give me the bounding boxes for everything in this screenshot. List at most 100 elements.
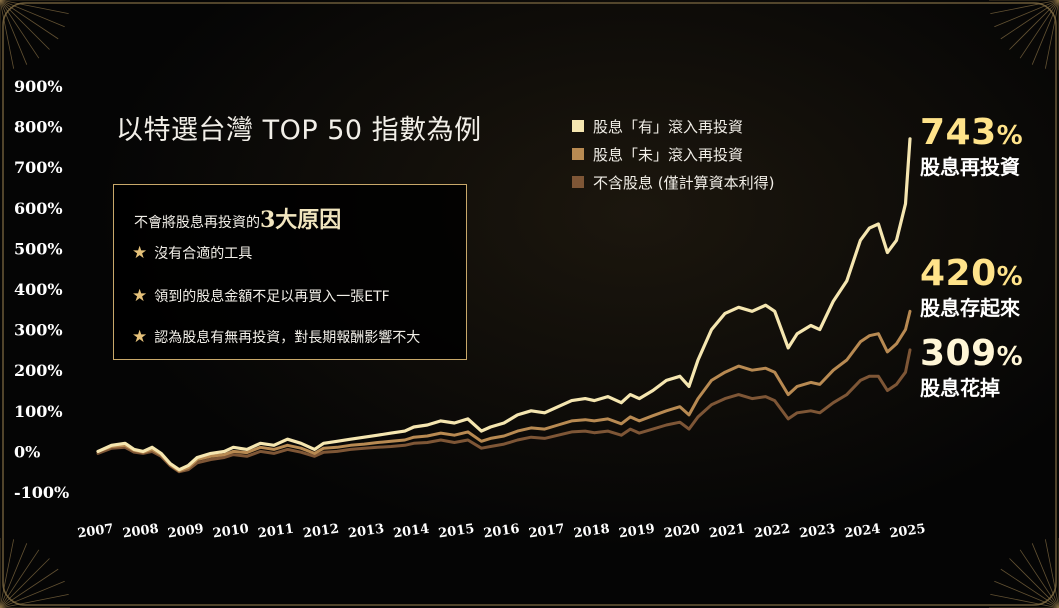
frame-ray [1019, 0, 1059, 59]
x-tick-label: 2013 [347, 522, 385, 542]
series-line-price-only [96, 348, 912, 474]
frame-ray [0, 0, 69, 15]
x-tick-label: 2020 [663, 522, 701, 542]
x-tick-label: 2011 [257, 522, 295, 542]
x-tick-label: 2024 [843, 522, 881, 542]
frame-ray [1000, 568, 1059, 608]
reason-text: 沒有合適的工具 [154, 246, 253, 262]
star-icon: ★ [132, 243, 148, 263]
reason-item: ★ 領到的股息金額不足以再買入一張ETF [132, 286, 390, 306]
frame-ray [0, 539, 15, 608]
callout-label: 股息再投資 [920, 155, 1020, 179]
callout-value: 420% [920, 255, 1023, 296]
x-tick-label: 2012 [302, 522, 340, 542]
callout-unit: % [996, 342, 1024, 372]
frame-ray [0, 568, 59, 608]
legend: 股息「有」滾入再投資 股息「未」滾入再投資 不含股息 (僅計算資本利得) [572, 112, 774, 196]
frame-ray [1031, 0, 1059, 65]
callout-value: 743% [920, 114, 1023, 155]
frame-corner [0, 0, 70, 70]
y-tick-label: -100% [14, 483, 69, 502]
y-tick-label: 900% [14, 77, 63, 96]
y-tick-label: 600% [14, 199, 63, 218]
x-tick-label: 2015 [437, 522, 475, 542]
callout-number: 743 [920, 112, 997, 153]
legend-item-not-reinvested: 股息「未」滾入再投資 [572, 140, 774, 168]
callout-saved: 420% 股息存起來 [920, 255, 1023, 321]
x-tick-label: 2014 [392, 522, 430, 542]
legend-item-price-only: 不含股息 (僅計算資本利得) [572, 168, 774, 196]
reasons-box: 不會將股息再投資的3大原因 ★ 沒有合適的工具 ★ 領到的股息金額不足以再買入一… [113, 184, 467, 360]
frame-ray [0, 0, 15, 69]
reason-item: ★ 認為股息有無再投資，對長期報酬影響不大 [132, 327, 420, 347]
star-icon: ★ [132, 327, 148, 347]
y-tick-label: 700% [14, 158, 63, 177]
x-tick-label: 2022 [753, 522, 791, 542]
frame-ray [1009, 558, 1059, 608]
callout-value: 309% [920, 335, 1023, 376]
frame-ray [0, 593, 69, 608]
frame-ray [0, 580, 65, 608]
legend-label-not-reinvested: 股息「未」滾入再投資 [593, 145, 744, 164]
frame-ray [1031, 543, 1059, 608]
legend-swatch-not-reinvested [572, 148, 584, 160]
frame-ray [0, 543, 28, 608]
frame-ray [0, 549, 40, 608]
reasons-title: 不會將股息再投資的3大原因 [134, 202, 341, 234]
legend-swatch-price-only [572, 176, 584, 188]
x-tick-label: 2018 [573, 522, 611, 542]
reason-item: ★ 沒有合適的工具 [132, 243, 252, 263]
y-tick-label: 300% [14, 321, 63, 340]
x-tick-label: 2016 [483, 522, 521, 542]
x-tick-label: 2017 [528, 522, 566, 542]
frame-ray [1019, 549, 1059, 608]
frame-ray [0, 0, 59, 40]
callout-number: 309 [920, 333, 997, 374]
callout-unit: % [996, 121, 1024, 151]
x-tick-label: 2021 [708, 522, 746, 542]
x-tick-label: 2008 [122, 522, 160, 542]
legend-item-reinvested: 股息「有」滾入再投資 [572, 112, 774, 140]
y-tick-label: 500% [14, 239, 63, 258]
frame-ray [1009, 0, 1059, 50]
frame-ray [994, 580, 1059, 608]
x-tick-label: 2023 [798, 522, 836, 542]
frame-ray [1044, 0, 1059, 69]
legend-swatch-reinvested [572, 120, 584, 132]
series-line-not-reinvested [96, 309, 912, 473]
star-icon: ★ [132, 286, 148, 306]
reasons-title-prefix: 不會將股息再投資的 [134, 215, 260, 231]
reasons-title-big: 3大原因 [260, 207, 342, 233]
x-tick-label: 2010 [212, 522, 250, 542]
y-tick-label: 400% [14, 280, 63, 299]
reason-text: 認為股息有無再投資，對長期報酬影響不大 [154, 330, 421, 346]
frame-corner [0, 538, 70, 608]
legend-label-price-only: 不含股息 (僅計算資本利得) [593, 173, 775, 192]
callout-label: 股息存起來 [920, 296, 1020, 320]
frame-ray [994, 0, 1059, 28]
frame-ray [1000, 0, 1059, 40]
y-tick-label: 200% [14, 361, 63, 380]
frame-ray [990, 0, 1059, 15]
frame-corner [989, 538, 1059, 608]
x-tick-label: 2009 [167, 522, 205, 542]
y-tick-label: 0% [14, 442, 40, 461]
callout-reinvested: 743% 股息再投資 [920, 114, 1023, 180]
y-tick-label: 100% [14, 402, 63, 421]
callout-label: 股息花掉 [920, 376, 1000, 400]
x-axis: 2007 2008 2009 2010 2011 2012 2013 2014 2015 2016… [77, 522, 927, 542]
chart-title: 以特選台灣 TOP 50 指數為例 [116, 115, 482, 146]
frame-ray [1044, 539, 1059, 608]
y-axis: -100% 0% 100% 200% 300% 400% 500% 600% 700% 800% 9… [14, 77, 69, 502]
frame-ray [0, 0, 28, 65]
callout-spent: 309% 股息花掉 [920, 335, 1023, 401]
x-tick-label: 2007 [77, 522, 115, 542]
series-line-reinvested [96, 137, 912, 472]
frame-ray [0, 0, 65, 28]
frame-ray [990, 593, 1059, 608]
callout-unit: % [996, 262, 1024, 292]
